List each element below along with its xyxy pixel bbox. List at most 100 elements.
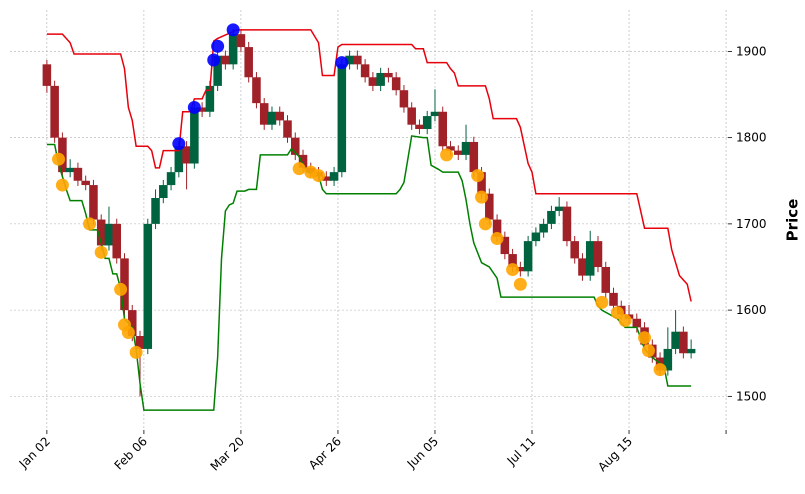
x-tick-label: Mar 20 bbox=[208, 434, 247, 473]
signal-marker bbox=[490, 232, 504, 246]
signal-marker bbox=[292, 162, 306, 176]
candle-body bbox=[554, 206, 564, 211]
candle-body bbox=[438, 111, 448, 147]
candle-body bbox=[267, 111, 277, 125]
candle-body bbox=[345, 55, 354, 65]
candle-body bbox=[679, 331, 688, 354]
candle-body bbox=[407, 107, 416, 125]
candle-body bbox=[159, 185, 168, 199]
y-tick-label: 1800 bbox=[736, 131, 767, 145]
candle-body bbox=[671, 331, 680, 349]
signal-marker bbox=[114, 282, 128, 296]
candle-body bbox=[531, 232, 541, 242]
candle-body bbox=[547, 210, 556, 224]
signal-marker bbox=[172, 137, 186, 151]
x-tick-label: Jan 02 bbox=[16, 434, 53, 471]
x-tick-label: Feb 06 bbox=[112, 434, 150, 472]
signal-marker bbox=[478, 217, 492, 231]
signal-marker bbox=[207, 53, 221, 67]
candle-body bbox=[135, 335, 145, 349]
signal-marker bbox=[475, 190, 489, 204]
candle-body bbox=[523, 241, 533, 272]
candle-body bbox=[384, 72, 393, 78]
signal-marker bbox=[618, 313, 632, 327]
candle-body bbox=[686, 348, 696, 354]
signal-marker bbox=[653, 363, 667, 377]
candle-body bbox=[73, 167, 83, 181]
signal-marker bbox=[513, 277, 527, 291]
y-tick-label: 1900 bbox=[736, 44, 767, 58]
candle-body bbox=[298, 154, 308, 168]
y-tick-label: 1500 bbox=[736, 389, 767, 403]
candle-body bbox=[112, 223, 121, 259]
candle-body bbox=[601, 267, 611, 293]
y-tick-label: 1700 bbox=[736, 217, 767, 231]
candle-body bbox=[360, 64, 370, 78]
candle-body bbox=[205, 85, 215, 112]
signal-marker bbox=[595, 295, 609, 309]
candle-body bbox=[283, 120, 292, 138]
x-tick-label: Jun 05 bbox=[404, 434, 441, 471]
candle-body bbox=[453, 150, 463, 155]
signal-marker bbox=[641, 344, 655, 358]
candle-body bbox=[65, 167, 75, 173]
signal-marker bbox=[440, 148, 454, 162]
x-tick-label: Aug 15 bbox=[595, 434, 635, 474]
candle-body bbox=[182, 146, 191, 164]
candle-body bbox=[166, 172, 176, 186]
candle-body bbox=[500, 236, 510, 255]
candle-body bbox=[89, 185, 98, 220]
candle-body bbox=[446, 146, 455, 151]
candle-body bbox=[539, 223, 548, 233]
candle-body bbox=[492, 219, 502, 237]
candle-body bbox=[259, 103, 269, 125]
candle-body bbox=[96, 219, 106, 246]
candle-body bbox=[81, 180, 90, 186]
signal-marker bbox=[226, 23, 240, 37]
candle-body bbox=[275, 111, 285, 121]
candle-body bbox=[585, 241, 595, 276]
candle-body bbox=[508, 254, 517, 268]
signal-marker bbox=[312, 169, 326, 183]
candle-body bbox=[430, 111, 440, 117]
y-axis-label: Price bbox=[784, 199, 802, 242]
candle-body bbox=[228, 34, 238, 65]
candle-body bbox=[252, 77, 261, 104]
candle-body bbox=[469, 141, 479, 173]
signal-marker bbox=[335, 56, 349, 70]
candle-body bbox=[127, 310, 137, 336]
x-tick-label: Apr 26 bbox=[306, 434, 344, 472]
candle-body bbox=[516, 267, 525, 272]
candle-body bbox=[663, 348, 673, 371]
signal-marker bbox=[638, 331, 652, 345]
candle-body bbox=[593, 241, 603, 268]
candle-body bbox=[562, 206, 572, 242]
candle-body bbox=[143, 223, 153, 349]
candle-body bbox=[42, 64, 52, 86]
candle-body bbox=[609, 292, 618, 306]
y-tick-label: 1600 bbox=[736, 303, 767, 317]
candle-body bbox=[151, 198, 160, 224]
candle-body bbox=[190, 107, 199, 164]
band-line bbox=[46, 29, 692, 302]
candle-body bbox=[632, 318, 642, 328]
candle-body bbox=[422, 116, 432, 130]
signal-marker bbox=[52, 152, 66, 166]
signal-marker bbox=[55, 178, 69, 192]
candle-body bbox=[197, 107, 207, 112]
candle-body bbox=[376, 72, 385, 86]
candle-body bbox=[391, 77, 401, 91]
candle-body bbox=[221, 55, 230, 65]
signal-marker bbox=[129, 345, 143, 359]
signal-marker bbox=[121, 326, 135, 340]
candle-body bbox=[337, 64, 347, 173]
signal-marker bbox=[211, 39, 225, 53]
x-tick-label: Jul 11 bbox=[504, 434, 538, 468]
candle-body bbox=[461, 141, 471, 155]
signal-marker bbox=[506, 263, 520, 277]
candle-body bbox=[244, 47, 253, 78]
signal-marker bbox=[83, 217, 97, 231]
candle-body bbox=[570, 241, 579, 259]
candle-body bbox=[477, 172, 486, 194]
